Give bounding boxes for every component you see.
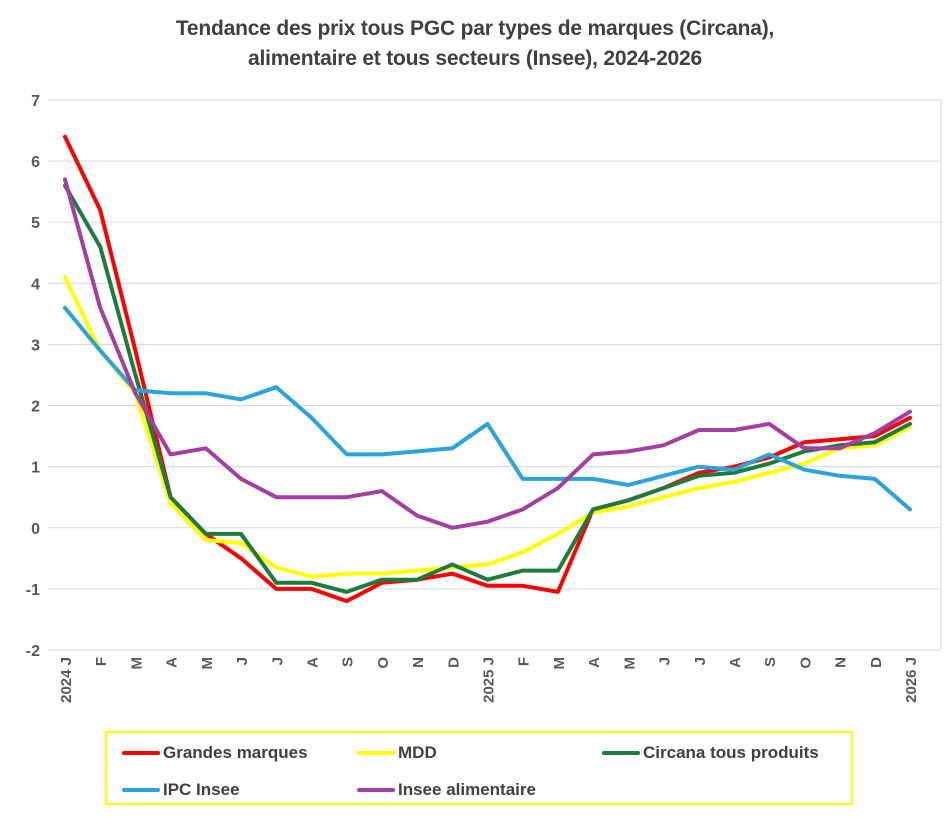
legend-swatch-ipc-insee <box>122 788 160 792</box>
series-line-mdd <box>63 275 912 579</box>
legend-swatch-grandes-marques <box>122 751 160 755</box>
chart-title: Tendance des prix tous PGC par types de … <box>0 14 950 74</box>
legend-swatch-insee-alimentaire <box>357 788 395 792</box>
legend-item-grandes-marques: Grandes marques <box>122 742 308 764</box>
y-axis-tick-label: -1 <box>26 582 40 599</box>
series-line-grandes-marques <box>63 134 912 604</box>
x-axis-tick-label: M <box>551 657 568 670</box>
legend-item-insee-alimentaire: Insee alimentaire <box>357 779 536 801</box>
legend-item-ipc-insee: IPC Insee <box>122 779 240 801</box>
x-axis-tick-label: M <box>199 657 216 670</box>
y-axis-tick-label: 1 <box>31 460 40 477</box>
legend-swatch-circana-tous-produits <box>602 751 640 755</box>
x-axis-tick-label: A <box>586 657 603 668</box>
x-axis-tick-label: J <box>234 657 251 665</box>
x-axis-tick-label: S <box>762 657 779 667</box>
x-axis-tick-label: O <box>375 657 392 669</box>
y-axis-tick-label: 0 <box>31 521 40 538</box>
x-axis-tick-label: 2026 J <box>903 657 920 703</box>
y-axis-tick-label: -2 <box>26 643 40 660</box>
y-axis-tick-label: 7 <box>31 93 40 110</box>
chart-title-line1: Tendance des prix tous PGC par types de … <box>175 17 775 40</box>
x-axis-tick-label: M <box>128 657 145 670</box>
series-line-insee-alimentaire <box>63 177 912 530</box>
x-axis-tick-label: F <box>93 657 110 666</box>
x-axis-tick-label: F <box>516 657 533 666</box>
x-axis-tick-label: 2024 J <box>58 657 75 703</box>
x-axis-tick-label: A <box>727 657 744 668</box>
legend-label: IPC Insee <box>163 780 240 799</box>
x-axis-tick-label: N <box>410 657 427 668</box>
series-line-circana-tous-produits <box>63 183 912 594</box>
series-line-ipc-insee <box>63 305 912 512</box>
x-axis-tick-label: O <box>797 657 814 669</box>
y-axis-tick-label: 3 <box>31 337 40 354</box>
y-axis-tick-label: 6 <box>31 154 40 171</box>
y-axis-tick-label: 5 <box>31 215 40 232</box>
x-axis-tick-label: N <box>833 657 850 668</box>
x-axis-tick-label: A <box>304 657 321 668</box>
legend-item-mdd: MDD <box>357 742 437 764</box>
y-axis-tick-label: 2 <box>31 399 40 416</box>
x-axis-tick-label: A <box>164 657 181 668</box>
y-axis-tick-label: 4 <box>31 276 40 293</box>
x-axis-tick-label: J <box>657 657 674 665</box>
chart-legend: Grandes marques MDD Circana tous produit… <box>105 731 853 805</box>
legend-item-circana-tous-produits: Circana tous produits <box>602 742 819 764</box>
x-axis-tick-label: J <box>692 657 709 665</box>
legend-label: MDD <box>398 743 437 762</box>
x-axis-tick-label: M <box>621 657 638 670</box>
legend-label: Circana tous produits <box>643 743 819 762</box>
chart-title-line2: alimentaire et tous secteurs (Insee), 20… <box>248 47 702 70</box>
x-axis-tick-label: J <box>269 657 286 665</box>
legend-swatch-mdd <box>357 751 395 755</box>
legend-label: Grandes marques <box>163 743 308 762</box>
line-chart: -2 -1 0 1 2 3 4 5 6 7 2024 J F M A M J J A S O N D 2025 J F M A M J… <box>26 93 942 703</box>
x-axis-tick-label: S <box>340 657 357 667</box>
x-axis-tick-label: D <box>445 657 462 668</box>
legend-label: Insee alimentaire <box>398 780 536 799</box>
x-axis-tick-label: D <box>868 657 885 668</box>
x-axis-tick-label: 2025 J <box>481 657 498 703</box>
